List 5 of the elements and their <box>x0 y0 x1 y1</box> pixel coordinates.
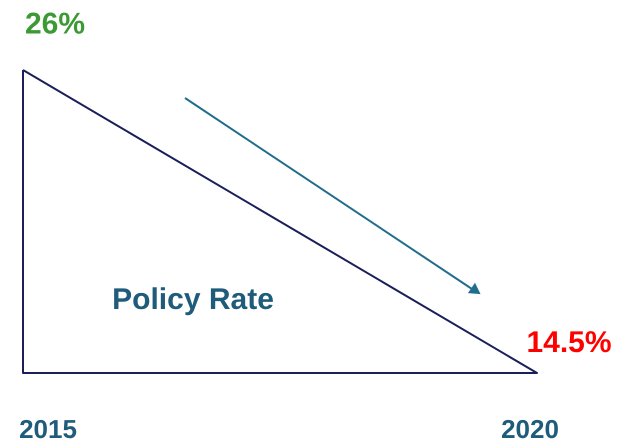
data-label: 14.5% <box>526 326 612 359</box>
text: Policy Rate <box>112 283 274 316</box>
category-label: 2015 <box>19 414 77 444</box>
category-label: 2020 <box>501 414 559 444</box>
data-label: 26% <box>24 7 86 40</box>
